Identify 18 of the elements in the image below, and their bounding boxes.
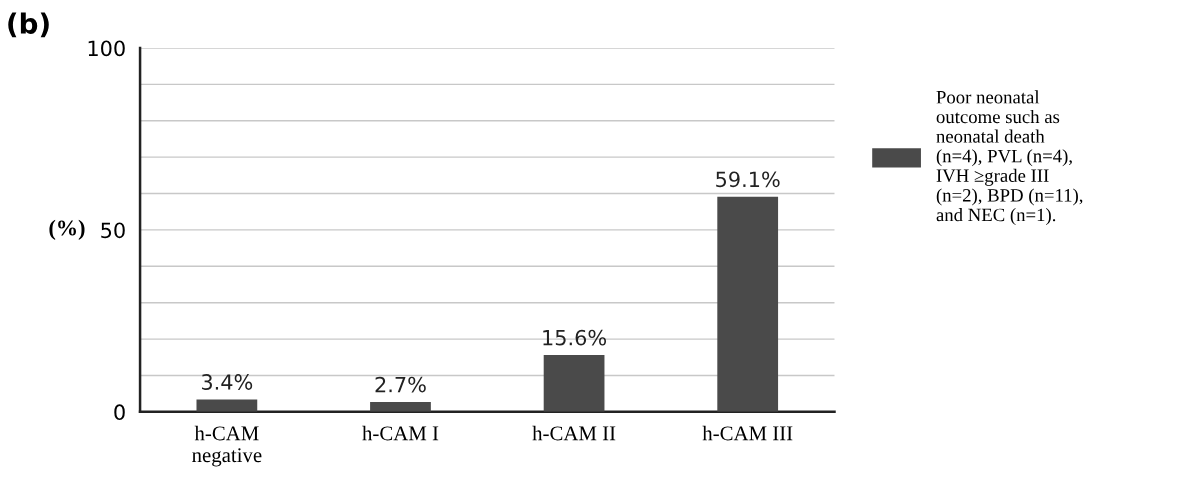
bar [196,399,258,412]
y-axis-title: (%) [49,219,85,240]
x-tick-label: h-CAM III [702,425,793,441]
data-label: 15.6% [543,329,607,346]
y-tick-label: 50 [101,222,125,239]
data-label: 2.7% [375,376,426,393]
bar [543,355,605,412]
x-tick-label: h-CAM II [532,425,616,441]
y-tick-label: 0 [114,404,125,421]
bar [370,402,431,412]
x-tick-label: h-CAM I [362,425,439,441]
data-label: 3.4% [201,374,253,390]
chart-title: (b) [8,12,49,38]
legend-label: Poor neonatal outcome such as neonatal death (n=4), PVL (n=4), IVH ≥grade III (n=2), BPD (n=11), and NEC (n=1). [936,90,1083,226]
data-label: 59.1% [716,171,780,188]
y-tick-label: 100 [88,40,125,57]
x-tick-label: h-CAM negative [192,425,262,467]
bar [717,196,779,412]
